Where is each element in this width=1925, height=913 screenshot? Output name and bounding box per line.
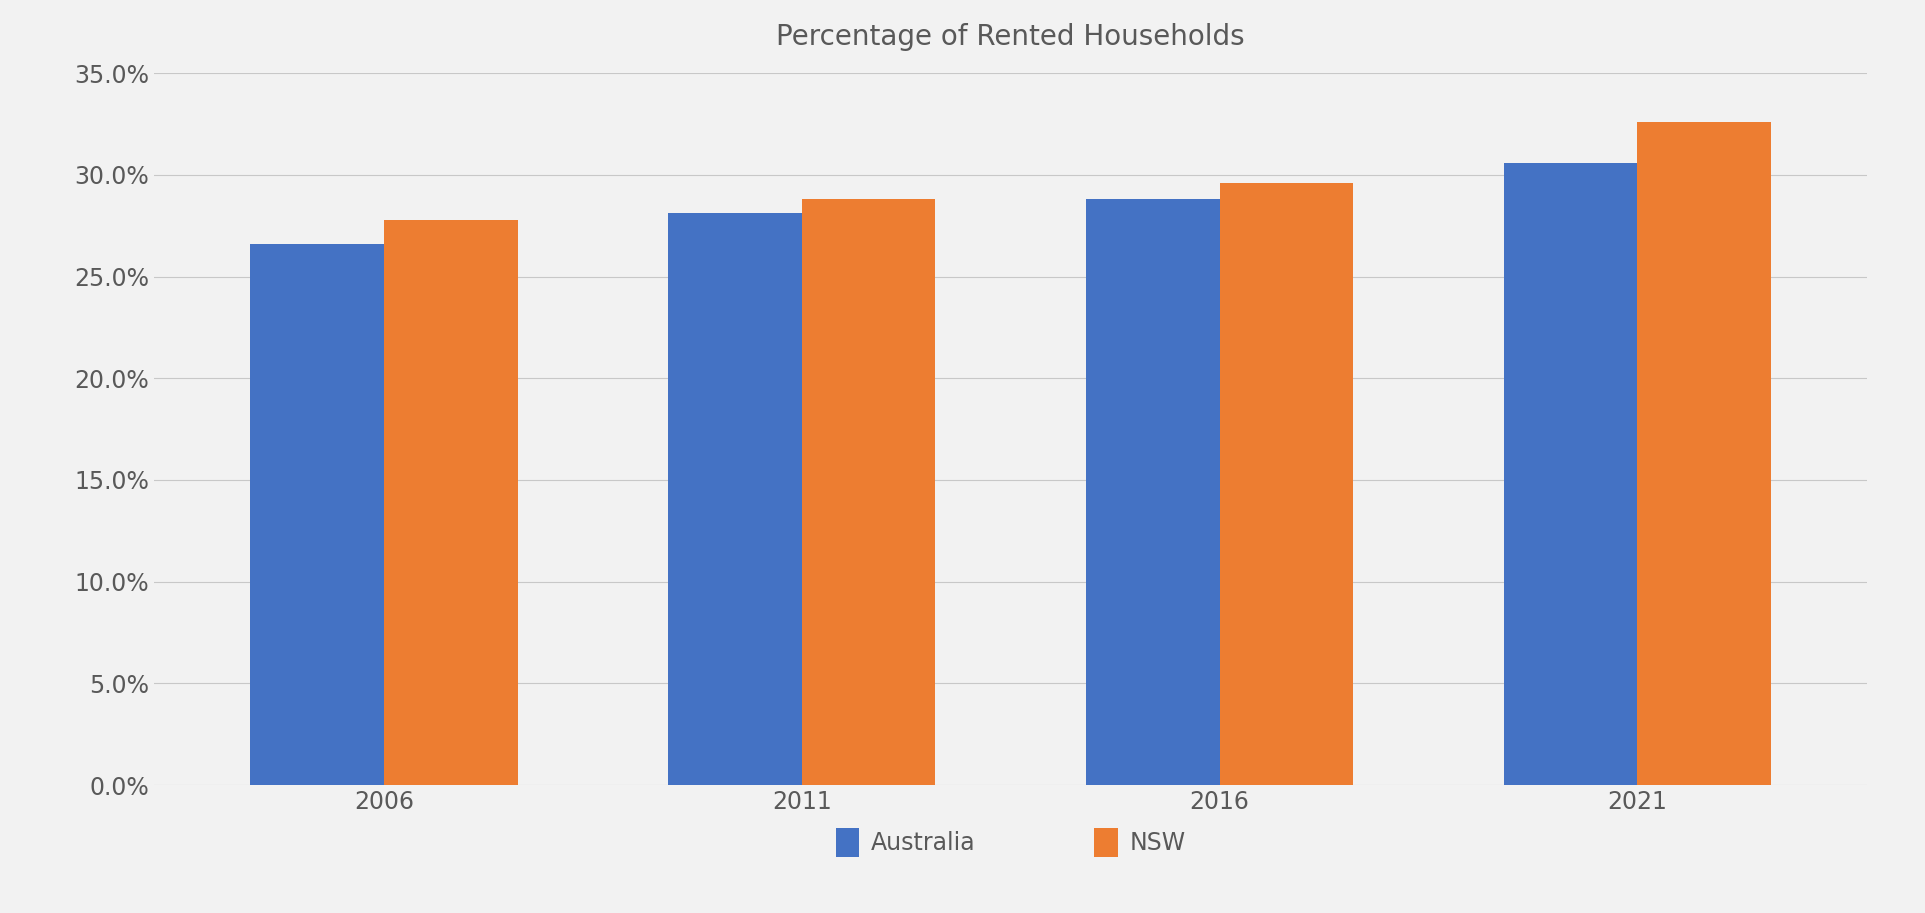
Bar bbox=[383, 219, 518, 785]
Bar bbox=[668, 214, 801, 785]
Bar bbox=[801, 199, 936, 785]
Bar bbox=[250, 244, 383, 785]
Bar bbox=[1220, 183, 1353, 785]
Bar bbox=[1503, 163, 1638, 785]
Bar bbox=[1638, 121, 1771, 785]
Title: Percentage of Rented Households: Percentage of Rented Households bbox=[776, 23, 1245, 51]
Legend: Australia, NSW: Australia, NSW bbox=[826, 818, 1195, 866]
Bar bbox=[1086, 199, 1220, 785]
